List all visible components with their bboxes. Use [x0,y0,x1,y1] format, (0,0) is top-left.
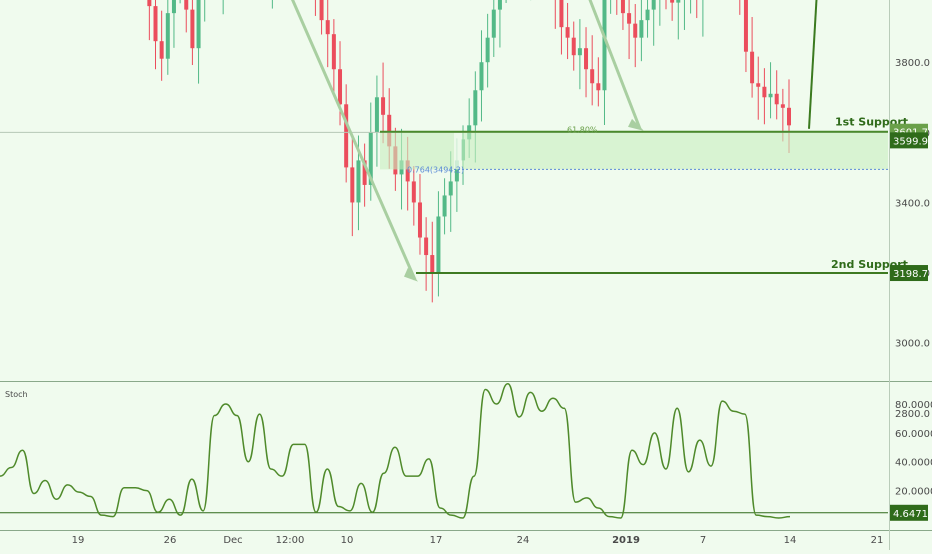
candle-body [448,181,453,196]
candle-body [479,62,484,91]
time-tick-label: 2019 [612,535,640,546]
candle-body [454,160,459,182]
candle-body [171,0,176,14]
stoch-title: Stoch [5,390,28,399]
candle-body [596,83,601,91]
time-tick-label: Dec [223,535,242,546]
stoch-tick-label: 20.0000 [895,487,932,498]
candle-body [620,0,625,14]
candle-body [565,27,570,38]
time-tick-label: 17 [430,535,443,546]
first-support-text: 1st Support [835,116,908,129]
second-support-price-label-bg [890,265,928,282]
candle-body [350,167,355,203]
candle-body [743,0,748,52]
candle-body [584,48,589,70]
candle-body [627,13,632,24]
candle-body [424,237,429,256]
candle-body [750,51,755,84]
fib-label-low: 0.764(3494.2) [407,165,464,174]
candle-body [159,41,164,59]
candle-body [602,0,607,91]
candle-body [559,0,564,28]
time-tick-label: 26 [164,535,177,546]
candle-body [381,97,386,115]
stoch-line [0,383,791,519]
down-trend-arrowhead-1 [404,267,418,282]
candle-body [411,181,416,203]
candle-body [196,0,201,49]
candle-body [577,48,582,56]
candle-body [325,20,330,35]
candle-body [331,34,336,70]
candle-body [374,97,379,133]
candle-body [319,0,324,21]
candle-body [387,114,392,147]
fib-label-mid: 61.80% [567,126,598,135]
candle-body [436,216,441,273]
current-price-label-bg [890,132,928,149]
candle-body [442,195,447,217]
candle-body [571,37,576,56]
price-tick-label: 3400.0 [895,198,930,209]
candle-body [405,160,410,182]
time-tick-label: 21 [871,535,884,546]
candle-body [184,0,189,10]
candle-body [190,9,195,49]
candle-body [368,132,373,185]
candle-body [774,93,779,105]
time-tick-label: 24 [517,535,530,546]
down-trend-arrowhead-2 [628,118,644,131]
candle-body [338,69,343,105]
candle-body [356,160,361,203]
stoch-current-label: 4.6471 [893,509,928,520]
candle-body [165,13,170,59]
time-tick-label: 7 [700,535,706,546]
candle-body [430,255,435,273]
candle-body [787,107,791,126]
candle-body [670,0,675,3]
candle-body [473,90,478,126]
price-tick-label: 2800.0 [895,409,930,420]
stoch-current-label-bg [890,504,928,521]
candle-body [780,104,785,108]
second-support-price-label: 3198.7 [893,269,928,280]
down-trend-arrow-2 [588,0,642,130]
candle-body [485,37,490,63]
price-tick-label: 3800.0 [895,58,930,69]
price-tick-label: 3000.0 [895,339,930,350]
support-zone [380,131,888,170]
second-support-text: 2nd Support [831,258,908,271]
candle-body [651,0,656,10]
candle-body [639,20,644,38]
candle-body [645,9,650,21]
candle-body [497,0,502,10]
stoch-tick-label: 60.0000 [895,429,932,440]
candle-body [762,86,767,98]
target-arrow [808,0,818,129]
candle-body [676,0,681,3]
support-zone-gap [454,131,462,170]
candle-body [768,93,773,98]
candle-body [756,83,761,87]
time-tick-label: 10 [341,535,354,546]
time-tick-label: 19 [72,535,85,546]
candle-body [633,23,638,38]
stoch-tick-label: 80.0000 [895,400,932,411]
stoch-tick-label: 40.0000 [895,458,932,469]
candle-body [344,104,349,168]
candle-body [590,69,595,84]
down-trend-arrow-1 [291,0,417,281]
candle-body [417,202,422,238]
time-tick-label: 14 [784,535,797,546]
candle-body [147,0,152,7]
candle-body [153,6,158,42]
current-price-label: 3599.9 [893,136,928,147]
candle-body [362,160,367,185]
candle-body [491,9,496,38]
time-tick-label: 12:00 [276,535,305,546]
